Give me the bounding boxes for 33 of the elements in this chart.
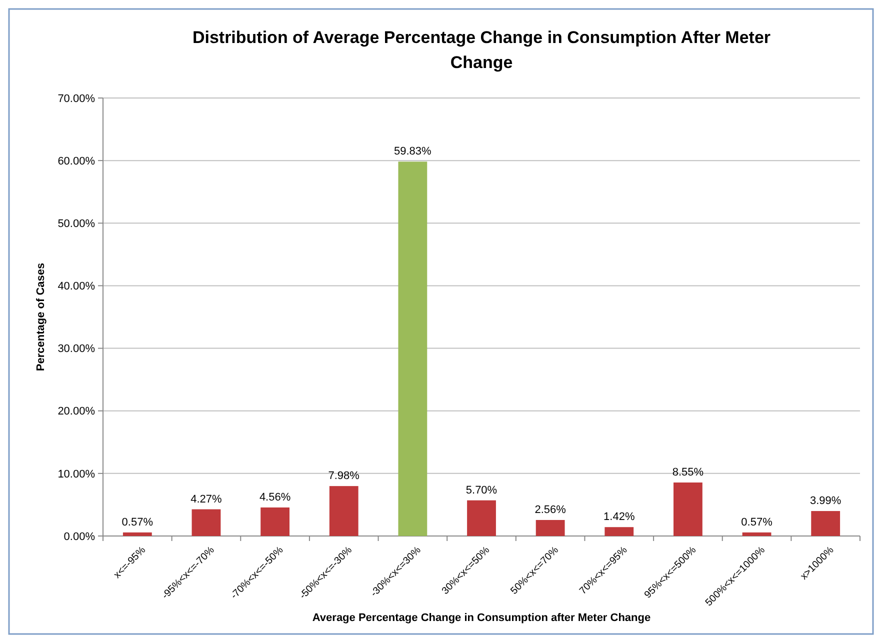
data-label: 59.83%: [394, 146, 432, 158]
y-tick-label: 50.00%: [58, 218, 96, 230]
y-tick-label: 20.00%: [58, 406, 96, 418]
data-label: 1.42%: [604, 511, 635, 524]
bar: [398, 162, 428, 536]
y-tick-label: 10.00%: [58, 468, 96, 480]
y-tick-label: 40.00%: [58, 280, 96, 293]
data-label: 5.70%: [466, 484, 498, 496]
data-label: 7.98%: [328, 470, 360, 482]
bar: [674, 482, 702, 536]
bar: [604, 527, 634, 536]
y-tick-label: 60.00%: [58, 155, 96, 168]
data-label: 2.56%: [534, 504, 566, 516]
data-label: 8.55%: [672, 466, 704, 478]
y-tick-label: 30.00%: [58, 343, 96, 356]
data-label: 0.57%: [122, 516, 154, 528]
bar: [811, 511, 840, 536]
y-tick-label: 0.00%: [64, 530, 96, 543]
bar: [192, 509, 221, 536]
data-label: 3.99%: [810, 495, 842, 508]
y-axis-title: Percentage of Cases: [35, 262, 47, 372]
bar: [467, 500, 496, 536]
bar: [536, 520, 565, 536]
data-label: 0.57%: [741, 516, 773, 528]
bar: [329, 486, 358, 536]
chart-title: Distribution of Average Percentage Change in Consumption After Meter Change: [192, 28, 771, 72]
bar: [742, 532, 772, 536]
data-label: 4.27%: [190, 493, 222, 506]
bar: [122, 532, 152, 536]
y-tick-label: 70.00%: [58, 92, 96, 105]
bar: [260, 507, 290, 536]
data-label: 4.56%: [259, 491, 291, 504]
x-axis-title: Average Percentage Change in Consumption after Meter Change: [312, 612, 651, 624]
